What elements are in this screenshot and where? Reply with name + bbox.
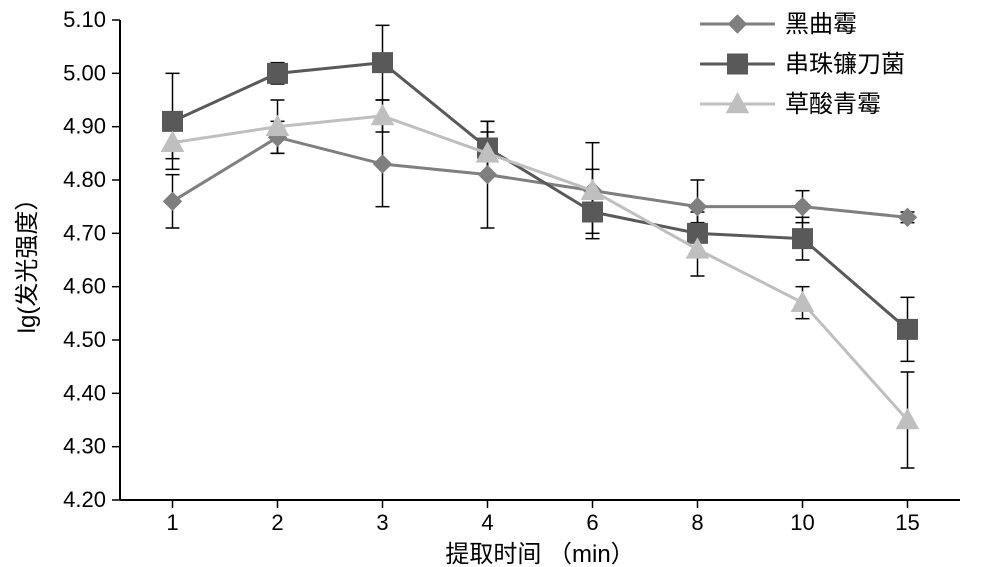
svg-text:8: 8 (691, 510, 703, 535)
legend-label: 黑曲霉 (785, 11, 857, 38)
series-marker (373, 53, 393, 73)
svg-text:5.00: 5.00 (63, 60, 106, 85)
svg-text:1: 1 (166, 510, 178, 535)
svg-text:2: 2 (271, 510, 283, 535)
svg-text:4.70: 4.70 (63, 220, 106, 245)
line-chart: 4.20 4.30 4.40 4.50 4.60 4.70 4.80 4.90 5.00 5.10… (0, 0, 1000, 567)
series-marker (163, 111, 183, 131)
svg-text:4: 4 (481, 510, 493, 535)
svg-text:4.80: 4.80 (63, 167, 106, 192)
svg-text:10: 10 (790, 510, 814, 535)
svg-text:4.20: 4.20 (63, 487, 106, 512)
svg-text:6: 6 (586, 510, 598, 535)
series-marker (898, 319, 918, 339)
svg-text:4.30: 4.30 (63, 434, 106, 459)
svg-text:5.10: 5.10 (63, 7, 106, 32)
svg-text:3: 3 (376, 510, 388, 535)
svg-text:15: 15 (895, 510, 919, 535)
svg-text:4.90: 4.90 (63, 114, 106, 139)
legend-label: 串珠镰刀菌 (785, 51, 905, 78)
svg-text:4.40: 4.40 (63, 380, 106, 405)
chart-container: 4.20 4.30 4.40 4.50 4.60 4.70 4.80 4.90 5.00 5.10… (0, 0, 1000, 567)
series-marker (268, 63, 288, 83)
series-marker (793, 229, 813, 249)
svg-text:4.60: 4.60 (63, 274, 106, 299)
x-axis-label: 提取时间 （min） (445, 541, 634, 567)
legend-label: 草酸青霉 (785, 91, 881, 118)
svg-text:4.50: 4.50 (63, 327, 106, 352)
y-axis-label: lg(发光强度） (14, 187, 41, 334)
series-marker (583, 202, 603, 222)
